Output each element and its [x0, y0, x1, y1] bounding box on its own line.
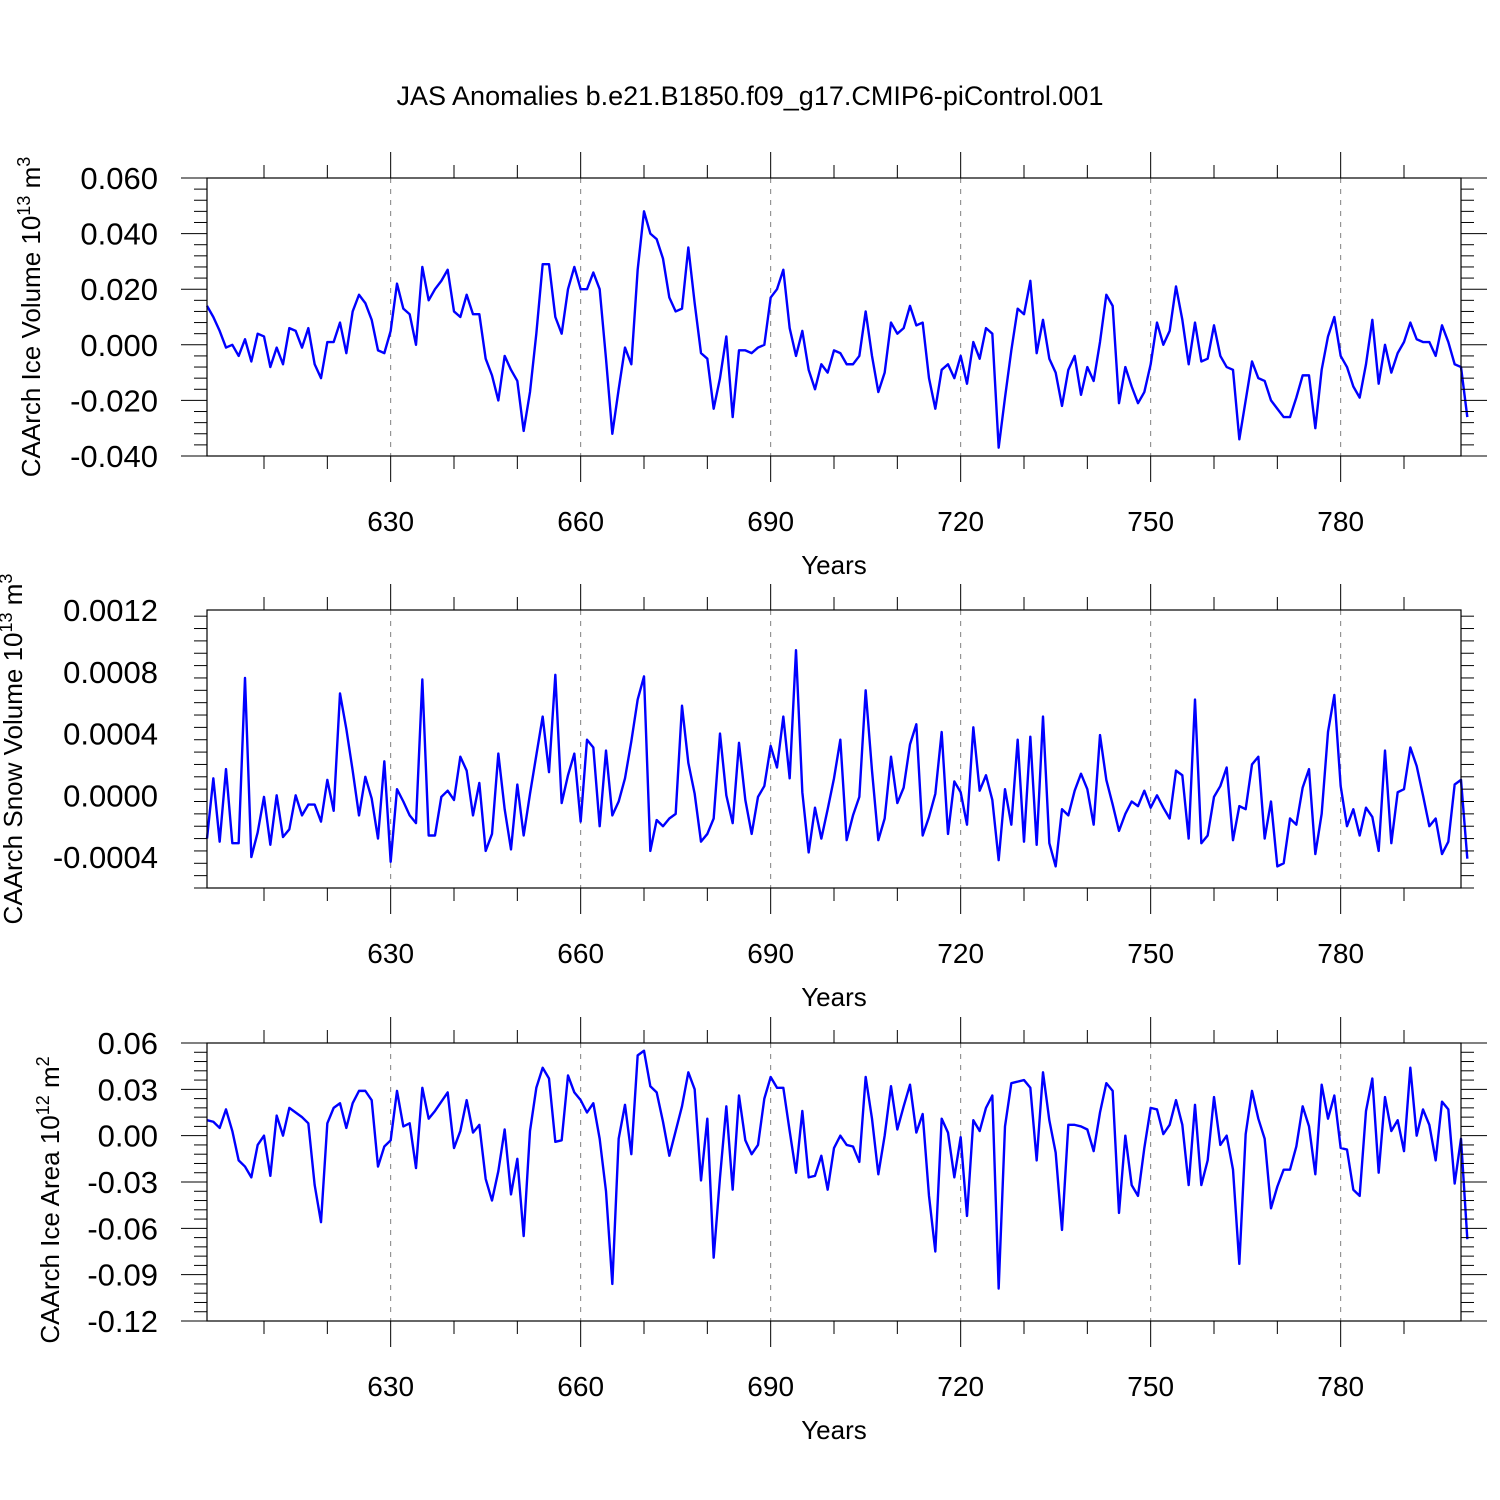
- x-tick-label: 630: [367, 1371, 414, 1402]
- series-line: [205, 210, 1469, 449]
- y-axis-label-part: CAArch Ice Volume 10: [16, 216, 46, 478]
- y-axis-label: CAArch Ice Volume 1013 m3: [14, 157, 46, 478]
- y-tick-label: 0.040: [80, 217, 158, 252]
- y-tick-label: 0.0000: [63, 778, 158, 813]
- panel-snow-volume: 630 660 690 720 750 780 -0.0004 0.0000 0.0004 0.0…: [0, 574, 1474, 1012]
- x-tick-label: 720: [937, 506, 984, 537]
- panel-ice-area: 630 660 690 720 750 780 -0.12 -0.09 -0.06 -0.03 0.…: [33, 1017, 1487, 1445]
- y-tick-label: 0.000: [80, 328, 158, 363]
- x-tick-label: 630: [367, 938, 414, 969]
- y-axis-label-part: m: [16, 167, 46, 196]
- x-tick-label: 660: [557, 938, 604, 969]
- x-tick-label: 750: [1127, 1371, 1174, 1402]
- y-tick-label: -0.020: [70, 383, 158, 418]
- y-tick-label: 0.0012: [63, 593, 158, 628]
- plot-frame: [206, 609, 1462, 889]
- x-tick-label: 780: [1317, 1371, 1364, 1402]
- y-tick-label: -0.0004: [53, 840, 158, 875]
- y-tick-label: -0.06: [87, 1211, 158, 1246]
- y-tick-label: 0.020: [80, 272, 158, 307]
- x-tick-label: 690: [747, 938, 794, 969]
- y-axis-label: CAArch Snow Volume 1013 m3: [0, 574, 28, 925]
- x-axis-label: Years: [801, 550, 867, 580]
- y-tick-label: 0.060: [80, 161, 158, 196]
- y-tick-label: -0.12: [87, 1304, 158, 1339]
- y-axis-label-part: CAArch Ice Area 10: [35, 1115, 65, 1343]
- y-tick-label: 0.00: [98, 1119, 158, 1154]
- x-tick-label: 660: [557, 506, 604, 537]
- series-line: [205, 648, 1469, 868]
- y-tick-label: -0.09: [87, 1258, 158, 1293]
- x-tick-label: 630: [367, 506, 414, 537]
- y-tick-label: 0.0004: [63, 717, 158, 752]
- series-line: [206, 1049, 1469, 1290]
- y-axis-label-superscript: 3: [14, 157, 34, 167]
- y-tick-label: 0.0008: [63, 655, 158, 690]
- x-tick-label: 720: [937, 1371, 984, 1402]
- y-tick-label: 0.06: [98, 1026, 158, 1061]
- y-axis-label-part: m: [0, 584, 28, 613]
- y-tick-label: -0.040: [70, 439, 158, 474]
- y-axis-label: CAArch Ice Area 1012 m2: [33, 1056, 65, 1343]
- y-tick-label: -0.03: [87, 1165, 158, 1200]
- x-tick-label: 660: [557, 1371, 604, 1402]
- figure-title: JAS Anomalies b.e21.B1850.f09_g17.CMIP6-…: [397, 81, 1104, 111]
- y-axis-label-superscript: 13: [14, 196, 34, 216]
- y-axis-label-part: CAArch Snow Volume 10: [0, 633, 28, 925]
- x-tick-label: 690: [747, 506, 794, 537]
- x-axis-label: Years: [801, 982, 867, 1012]
- panel-ice-volume: 630 660 690 720 750 780 -0.040 -0.020 0.000 0.020…: [14, 152, 1487, 580]
- y-axis-label-superscript: 3: [0, 574, 16, 584]
- y-axis-label-superscript: 13: [0, 612, 16, 632]
- y-tick-label: 0.03: [98, 1072, 158, 1107]
- y-axis-label-part: m: [35, 1066, 65, 1095]
- plot-frame: [206, 1042, 1462, 1322]
- x-tick-label: 690: [747, 1371, 794, 1402]
- plot-frame: [206, 177, 1462, 457]
- x-axis-label: Years: [801, 1415, 867, 1445]
- y-axis-label-superscript: 12: [33, 1095, 53, 1115]
- x-tick-label: 750: [1127, 506, 1174, 537]
- y-axis-label-superscript: 2: [33, 1056, 53, 1066]
- x-tick-label: 750: [1127, 938, 1174, 969]
- x-tick-label: 780: [1317, 938, 1364, 969]
- x-tick-label: 720: [937, 938, 984, 969]
- x-tick-label: 780: [1317, 506, 1364, 537]
